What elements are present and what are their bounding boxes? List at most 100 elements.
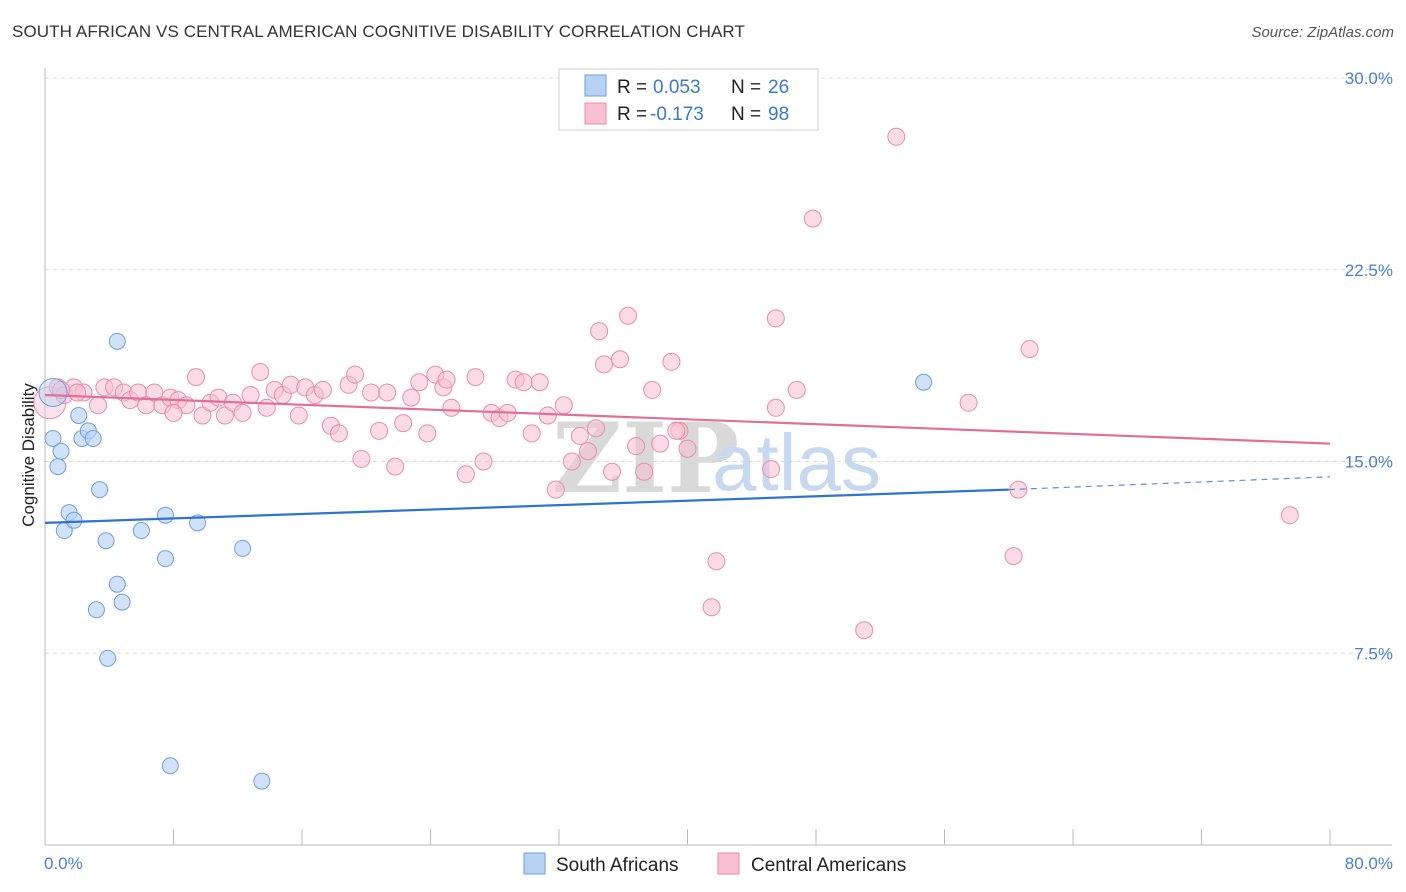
south-africans-point-22	[234, 539, 252, 557]
central-americans-point-26	[257, 398, 276, 417]
legend-n-value-1: 26	[768, 77, 789, 98]
central-americans-point-82	[787, 380, 806, 399]
central-americans-point-83	[803, 209, 822, 228]
central-americans-point-59	[530, 373, 549, 392]
central-americans-point-49	[442, 398, 461, 417]
south-africans-point-25	[915, 373, 933, 391]
south-africans-point-24	[253, 772, 271, 790]
central-americans-point-97	[437, 370, 456, 389]
bottom-legend-swatch-central-americans	[717, 852, 740, 875]
central-americans-point-40	[370, 421, 389, 440]
south-africans-point-3	[52, 442, 70, 460]
y-tick-label-2: 22.5%	[1345, 261, 1393, 280]
central-americans-point-85	[887, 127, 906, 146]
central-americans-point-81	[766, 398, 785, 417]
central-americans-point-43	[394, 414, 413, 433]
central-americans-trend-line	[44, 393, 1331, 445]
central-americans-point-78	[702, 598, 721, 617]
central-americans-point-66	[586, 419, 605, 438]
central-americans-point-71	[627, 437, 646, 456]
south-africans-point-0	[38, 377, 68, 407]
south-africans-point-6	[65, 511, 83, 529]
bottom-legend: South Africans Central Americans	[523, 852, 906, 876]
central-americans-point-89	[1020, 340, 1039, 359]
central-americans-point-46	[418, 424, 437, 443]
trend-lines	[44, 393, 1331, 524]
central-americans-point-62	[554, 396, 573, 415]
central-americans-point-52	[474, 452, 493, 471]
legend-swatch-south-africans	[584, 74, 607, 97]
central-americans-point-33	[313, 380, 332, 399]
central-americans-point-93	[667, 421, 686, 440]
central-americans-point-38	[352, 449, 371, 468]
central-americans-point-67	[594, 355, 613, 374]
south-africans-point-7	[70, 406, 88, 424]
watermark: ZIP atlas	[552, 402, 881, 515]
central-americans-point-39	[362, 383, 381, 402]
central-americans-point-24	[241, 386, 260, 405]
central-americans-point-64	[570, 426, 589, 445]
central-americans-point-17	[186, 368, 205, 387]
legend-n-label-2: N =	[731, 104, 761, 125]
chart-title: SOUTH AFRICAN VS CENTRAL AMERICAN COGNIT…	[12, 22, 745, 41]
legend-r-label-1: R =	[617, 77, 647, 98]
y-tick-label-0: 7.5%	[1354, 644, 1393, 663]
central-americans-point-73	[643, 380, 662, 399]
central-americans-point-23	[233, 403, 252, 422]
central-americans-point-96	[164, 403, 183, 422]
y-axis-label: Cognitive Disability	[19, 383, 38, 527]
south-africans-point-11	[91, 481, 109, 499]
legend-swatch-central-americans	[584, 102, 607, 125]
central-americans-point-44	[402, 388, 421, 407]
legend: R = 0.053 N = 26 R = -0.173 N = 98	[558, 68, 819, 131]
south-africans-trend-line	[44, 488, 1009, 524]
central-americans-point-51	[466, 368, 485, 387]
central-americans-point-50	[456, 465, 475, 484]
tick-labels: 7.5% 15.0% 22.5% 30.0% 0.0% 80.0%	[44, 69, 1393, 873]
legend-r-label-2: R =	[617, 104, 647, 125]
y-tick-label-3: 30.0%	[1345, 69, 1393, 88]
central-americans-point-86	[959, 393, 978, 412]
south-africans-point-19	[156, 506, 174, 524]
central-americans-point-5	[89, 396, 108, 415]
south-africans-points	[38, 332, 933, 790]
bottom-legend-label-central-americans: Central Americans	[751, 855, 906, 876]
legend-r-value-2: -0.173	[650, 104, 704, 125]
south-africans-point-20	[156, 550, 174, 568]
central-americans-point-87	[1004, 547, 1023, 566]
central-americans-point-84	[855, 621, 874, 640]
legend-n-label-1: N =	[731, 77, 761, 98]
central-americans-point-69	[611, 350, 630, 369]
central-americans-point-72	[635, 462, 654, 481]
south-africans-trend-extension	[1008, 476, 1331, 491]
south-africans-point-17	[108, 332, 126, 350]
bottom-legend-swatch-south-africans	[523, 852, 546, 875]
south-africans-point-2	[49, 458, 67, 476]
central-americans-point-68	[603, 462, 622, 481]
south-africans-point-23	[161, 757, 179, 775]
central-americans-point-91	[590, 322, 609, 341]
south-africans-point-18	[132, 522, 150, 540]
south-africans-point-10	[84, 429, 102, 447]
central-americans-point-57	[514, 373, 533, 392]
central-americans-point-70	[619, 306, 638, 325]
central-americans-point-42	[386, 457, 405, 476]
central-americans-point-18	[193, 406, 212, 425]
central-americans-point-12	[145, 383, 164, 402]
central-americans-point-74	[651, 434, 670, 453]
bottom-legend-label-south-africans: South Africans	[556, 855, 679, 876]
central-americans-point-45	[410, 373, 429, 392]
legend-r-value-1: 0.053	[653, 77, 701, 98]
central-americans-point-65	[578, 442, 597, 461]
chart-source: Source: ZipAtlas.com	[1251, 24, 1394, 41]
central-americans-point-80	[762, 460, 781, 479]
central-americans-point-60	[538, 406, 557, 425]
central-americans-point-63	[562, 452, 581, 471]
south-africans-point-16	[99, 649, 117, 667]
central-americans-point-35	[329, 424, 348, 443]
south-africans-point-15	[87, 601, 105, 619]
central-americans-point-21	[215, 406, 234, 425]
south-africans-point-1	[44, 429, 62, 447]
south-africans-point-13	[108, 575, 126, 593]
